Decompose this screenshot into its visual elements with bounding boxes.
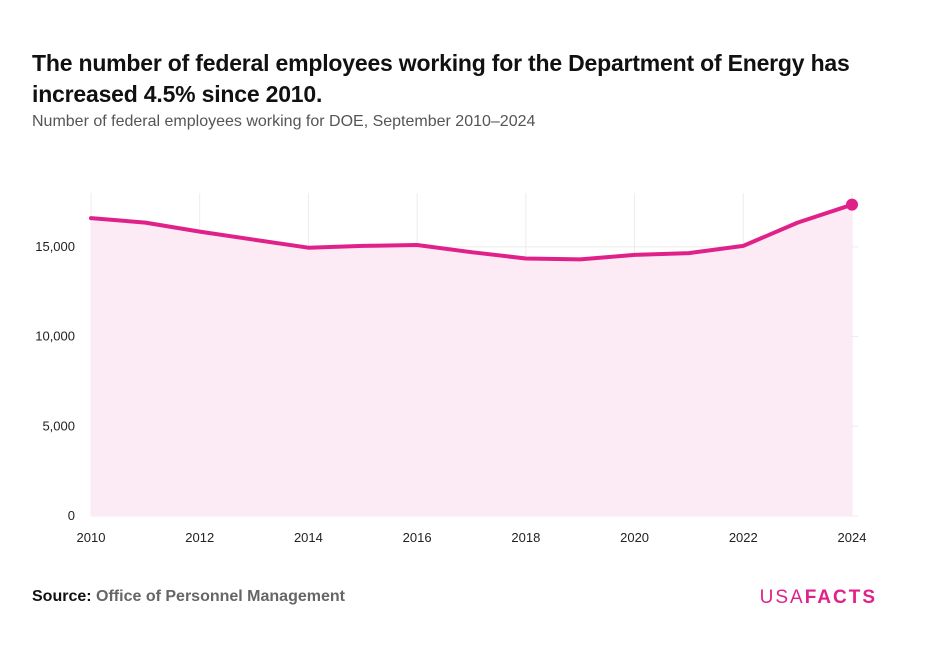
x-tick-label: 2012: [185, 530, 214, 545]
data-point: [306, 246, 310, 250]
data-point: [143, 221, 147, 225]
data-point: [687, 251, 691, 255]
x-tick-label: 2016: [403, 530, 432, 545]
end-marker: [846, 198, 858, 211]
x-tick-label: 2020: [620, 530, 649, 545]
source-value: Office of Personnel Management: [96, 588, 345, 605]
data-point: [415, 243, 419, 247]
data-point: [252, 238, 256, 242]
x-tick-label: 2022: [729, 530, 758, 545]
data-point: [470, 250, 474, 254]
y-tick-label: 5,000: [42, 418, 75, 433]
series-line-path: [89, 202, 854, 262]
data-point: [578, 257, 582, 261]
x-tick-label: 2010: [77, 530, 106, 545]
y-tick-label: 15,000: [35, 239, 75, 254]
data-point: [198, 230, 202, 234]
data-point: [524, 256, 528, 260]
y-tick-label: 10,000: [35, 329, 75, 344]
data-point: [633, 253, 637, 257]
data-point: [89, 216, 93, 220]
series-line: [89, 198, 858, 262]
x-tick-label: 2024: [838, 530, 867, 545]
area-fill: [91, 204, 852, 516]
data-point: [796, 221, 800, 225]
data-point: [361, 244, 365, 248]
logo-part-usa: USA: [759, 587, 805, 608]
y-axis: 0 5,000 10,000 15,000: [35, 239, 75, 523]
data-point: [741, 244, 745, 248]
chart-subtitle: Number of federal employees working for …: [32, 113, 536, 130]
source-note: Source: Office of Personnel Management: [32, 588, 345, 606]
chart-title: The number of federal employees working …: [32, 50, 850, 107]
y-tick-label: 0: [68, 508, 75, 523]
x-tick-label: 2014: [294, 530, 323, 545]
area-shape: [91, 204, 852, 516]
x-axis: 2010 2012 2014 2016 2018 2020 2022 2024: [77, 530, 867, 545]
usafacts-logo: USAFACTS: [760, 587, 877, 609]
x-tick-label: 2018: [511, 530, 540, 545]
source-label: Source:: [32, 588, 92, 605]
logo-part-facts: FACTS: [804, 587, 877, 608]
